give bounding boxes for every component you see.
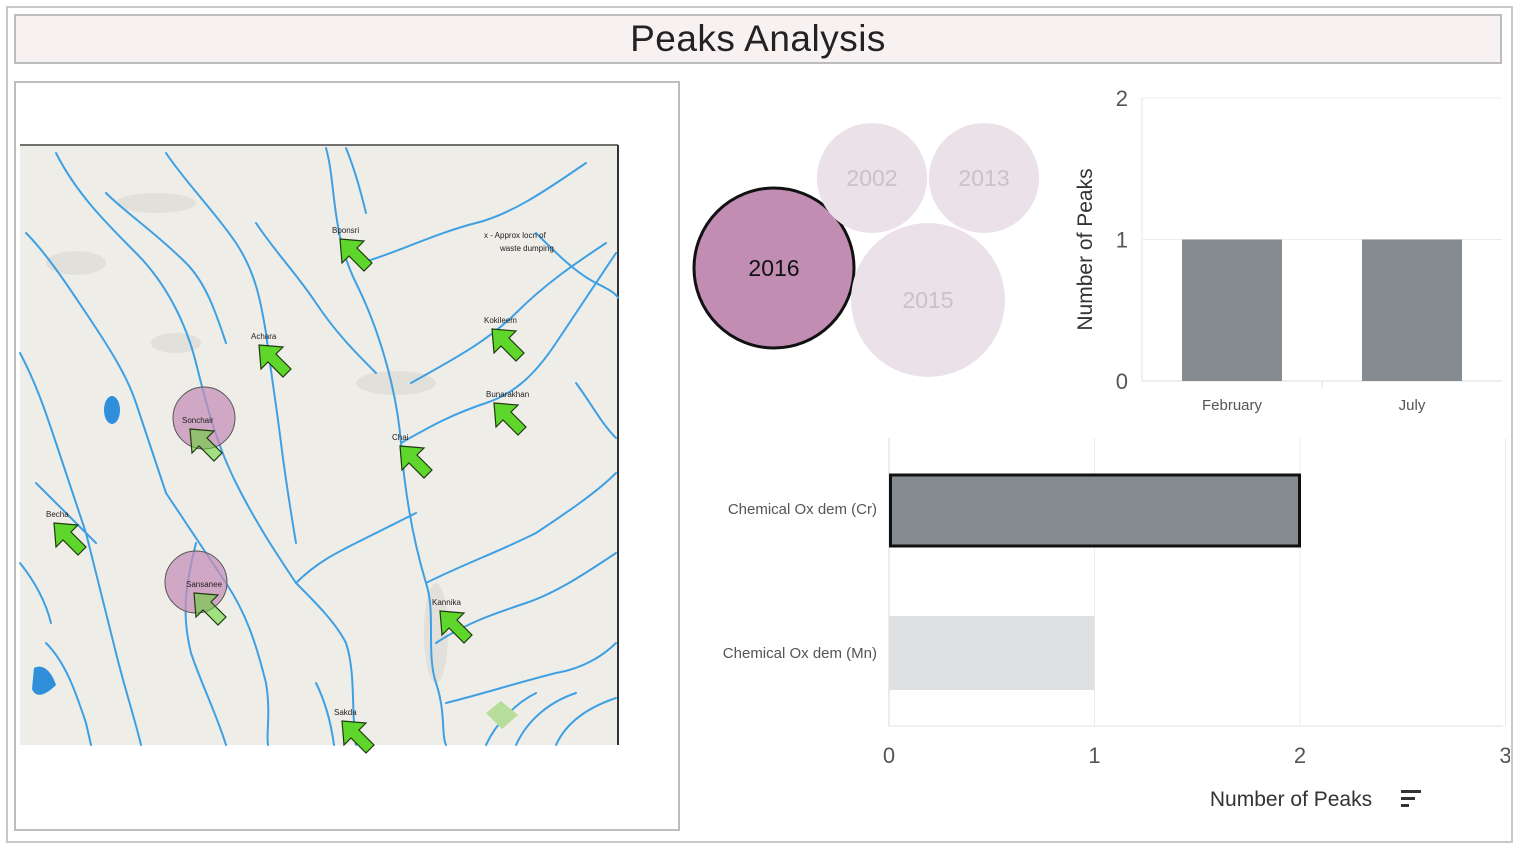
y-tick-label: Chemical Ox dem (Cr)	[728, 501, 877, 518]
bubble-label: 2016	[748, 255, 799, 281]
parameter-bar-chart[interactable]: 0 1 2 3 Chemical Ox dem (Cr) Chemical Ox dem …	[690, 430, 1510, 830]
river-network	[19, 147, 619, 746]
map-place-label: Bunarakhan	[486, 390, 529, 399]
green-area	[486, 701, 518, 729]
map-place-kannika[interactable]: Kannika	[432, 598, 473, 644]
map-place-sansanee[interactable]: Sansanee	[186, 580, 227, 626]
year-bubble-chart[interactable]: 2016 2002 2013 2015	[692, 110, 1062, 390]
map-place-label: Sansanee	[186, 580, 223, 589]
bubble-circle	[929, 123, 1039, 233]
dashboard-title-bar: Peaks Analysis	[14, 14, 1502, 64]
y-tick-label: 2	[1116, 86, 1128, 111]
bubble-circle	[817, 123, 927, 233]
map-place-label: Achara	[251, 332, 277, 341]
bubble-label: 2015	[902, 287, 953, 313]
x-tick-label: 0	[883, 743, 895, 768]
location-arrow-icon	[399, 445, 433, 479]
bar-chemical-ox-dem-mn[interactable]	[889, 616, 1095, 690]
bubble-2015[interactable]: 2015	[851, 223, 1005, 377]
location-arrow-icon	[493, 402, 527, 436]
map-place-label: Becha	[46, 510, 69, 519]
map-place-label: Kokileem	[484, 316, 517, 325]
bubble-2016[interactable]: 2016	[692, 186, 856, 350]
map-places: Bponsri Achara Kokileem Sonchair Bunarakhan C…	[46, 226, 529, 754]
map-place-label: Kannika	[432, 598, 461, 607]
map-annotation-line2: waste dumping	[499, 244, 554, 253]
x-axis-title: Number of Peaks	[1210, 788, 1372, 811]
map-place-achara[interactable]: Achara	[251, 332, 292, 378]
bar-chemical-ox-dem-cr[interactable]	[889, 473, 1301, 548]
bar-february[interactable]	[1182, 239, 1282, 382]
location-arrow-icon	[189, 428, 223, 462]
map-place-bunarakhan[interactable]: Bunarakhan	[486, 390, 529, 436]
map-place-chai[interactable]: Chai	[392, 433, 433, 479]
sort-icon[interactable]	[1401, 790, 1421, 807]
bubble-label: 2002	[846, 165, 897, 191]
y-tick-label: Chemical Ox dem (Mn)	[723, 645, 877, 662]
bubble-label: 2013	[958, 165, 1009, 191]
x-tick-label: July	[1399, 397, 1426, 414]
map-place-label: Chai	[392, 433, 409, 442]
y-tick-label: 0	[1116, 369, 1128, 394]
map-panel[interactable]: x - Approx locn of waste dumping Bponsri…	[14, 81, 680, 831]
map-place-bponsri[interactable]: Bponsri	[332, 226, 373, 272]
month-bar-chart[interactable]: 0 1 2 February July Number of Peaks	[1060, 78, 1512, 423]
location-arrow-icon	[339, 238, 373, 272]
location-arrow-icon	[439, 610, 473, 644]
bubble-circle	[692, 186, 856, 350]
bar-july[interactable]	[1362, 239, 1462, 382]
river-map[interactable]: x - Approx locn of waste dumping Bponsri…	[16, 83, 682, 833]
x-tick-label: 2	[1294, 743, 1306, 768]
page-title: Peaks Analysis	[630, 18, 886, 59]
map-place-label: Sonchair	[182, 416, 214, 425]
location-arrow-icon	[258, 344, 292, 378]
x-tick-label: 1	[1088, 743, 1100, 768]
x-tick-label: 3	[1499, 743, 1510, 768]
map-place-kokileem[interactable]: Kokileem	[484, 316, 525, 362]
location-arrow-icon	[491, 328, 525, 362]
location-arrow-icon	[53, 522, 87, 556]
map-place-sonchair[interactable]: Sonchair	[182, 416, 223, 462]
map-annotation-line1: x - Approx locn of	[484, 231, 547, 240]
map-place-becha[interactable]: Becha	[46, 510, 87, 556]
y-axis-title: Number of Peaks	[1074, 168, 1097, 330]
bubble-circle	[851, 223, 1005, 377]
lakes	[32, 396, 120, 695]
map-place-label: Bponsri	[332, 226, 359, 235]
map-place-sakda[interactable]: Sakda	[334, 708, 375, 754]
bubble-2002[interactable]: 2002	[817, 123, 927, 233]
map-land	[20, 145, 618, 745]
y-tick-label: 1	[1116, 228, 1128, 253]
bubble-2013[interactable]: 2013	[929, 123, 1039, 233]
map-place-label: Sakda	[334, 708, 357, 717]
x-tick-label: February	[1202, 397, 1263, 414]
location-arrow-icon	[193, 592, 227, 626]
location-arrow-icon	[341, 720, 375, 754]
